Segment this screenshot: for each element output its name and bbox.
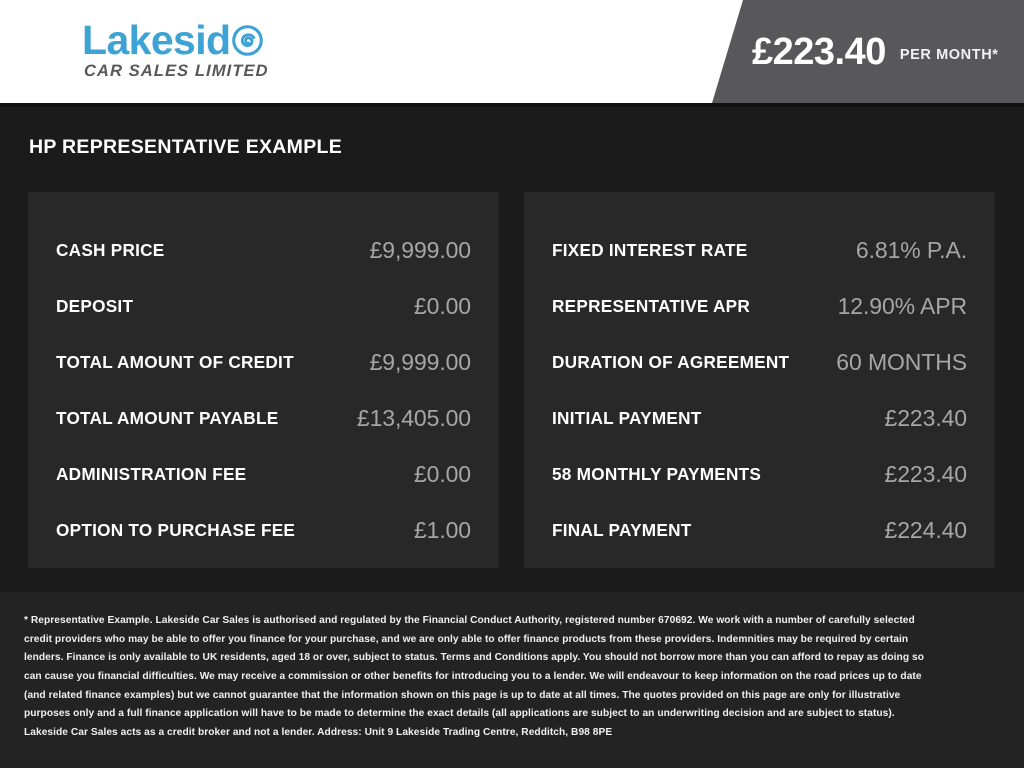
footer: * Representative Example. Lakeside Car S… [0, 592, 1024, 768]
row-value: £223.40 [884, 404, 968, 431]
row-label: OPTION TO PURCHASE FEE [56, 519, 296, 540]
row-value: £0.00 [413, 292, 471, 319]
page-title: HP REPRESENTATIVE EXAMPLE [29, 136, 343, 158]
disclaimer-text: * Representative Example. Lakeside Car S… [24, 615, 924, 738]
row-value: £224.40 [884, 516, 968, 543]
table-row: OPTION TO PURCHASE FEE £1.00 [56, 502, 471, 558]
row-label: DURATION OF AGREEMENT [552, 351, 790, 372]
table-row: REPRESENTATIVE APR 12.90% APR [552, 278, 967, 334]
table-row: FINAL PAYMENT £224.40 [552, 502, 967, 558]
table-row: TOTAL AMOUNT OF CREDIT £9,999.00 [56, 334, 471, 390]
table-row: TOTAL AMOUNT PAYABLE £13,405.00 [56, 390, 471, 446]
row-label: DEPOSIT [56, 295, 134, 316]
row-label: FIXED INTEREST RATE [552, 239, 748, 260]
table-row: CASH PRICE £9,999.00 [56, 222, 471, 278]
logo-brand-row: Lakesid [82, 20, 263, 61]
header-divider [0, 103, 1024, 107]
row-label: CASH PRICE [56, 239, 165, 260]
row-label: INITIAL PAYMENT [552, 407, 702, 428]
row-value: £1.00 [413, 516, 471, 543]
monthly-price-amount: £223.40 [752, 30, 886, 73]
finance-panel-right: FIXED INTEREST RATE 6.81% P.A. REPRESENT… [524, 192, 995, 568]
row-value: £0.00 [413, 460, 471, 487]
table-row: DEPOSIT £0.00 [56, 278, 471, 334]
row-label: FINAL PAYMENT [552, 519, 692, 540]
row-label: REPRESENTATIVE APR [552, 295, 751, 316]
table-row: ADMINISTRATION FEE £0.00 [56, 446, 471, 502]
row-label: ADMINISTRATION FEE [56, 463, 247, 484]
table-row: INITIAL PAYMENT £223.40 [552, 390, 967, 446]
company-logo[interactable]: Lakesid CAR SALES LIMITED [82, 20, 269, 81]
spiral-swirl-icon [231, 22, 263, 63]
row-value: £9,999.00 [369, 236, 472, 263]
monthly-price-period: PER MONTH* [899, 47, 999, 63]
row-value: £13,405.00 [356, 404, 471, 431]
row-value: £223.40 [884, 460, 968, 487]
table-row: DURATION OF AGREEMENT 60 MONTHS [552, 334, 967, 390]
row-label: 58 MONTHLY PAYMENTS [552, 463, 762, 484]
row-value: 12.90% APR [837, 292, 968, 319]
finance-details-panels: CASH PRICE £9,999.00 DEPOSIT £0.00 TOTAL… [28, 192, 996, 568]
row-value: £9,999.00 [369, 348, 472, 375]
page-header: Lakesid CAR SALES LIMITED £223.40 PER MO… [0, 0, 1024, 103]
logo-subtitle: CAR SALES LIMITED [83, 62, 269, 80]
table-row: FIXED INTEREST RATE 6.81% P.A. [552, 222, 967, 278]
monthly-price-banner: £223.40 PER MONTH* [712, 0, 1024, 103]
row-value: 60 MONTHS [836, 348, 967, 375]
monthly-price-content: £223.40 PER MONTH* [712, 0, 1024, 103]
row-label: TOTAL AMOUNT OF CREDIT [56, 351, 294, 372]
logo-brand-text: Lakesid [82, 17, 231, 63]
table-row: 58 MONTHLY PAYMENTS £223.40 [552, 446, 967, 502]
row-value: 6.81% P.A. [855, 236, 967, 263]
row-label: TOTAL AMOUNT PAYABLE [56, 407, 279, 428]
finance-panel-left: CASH PRICE £9,999.00 DEPOSIT £0.00 TOTAL… [28, 192, 499, 568]
